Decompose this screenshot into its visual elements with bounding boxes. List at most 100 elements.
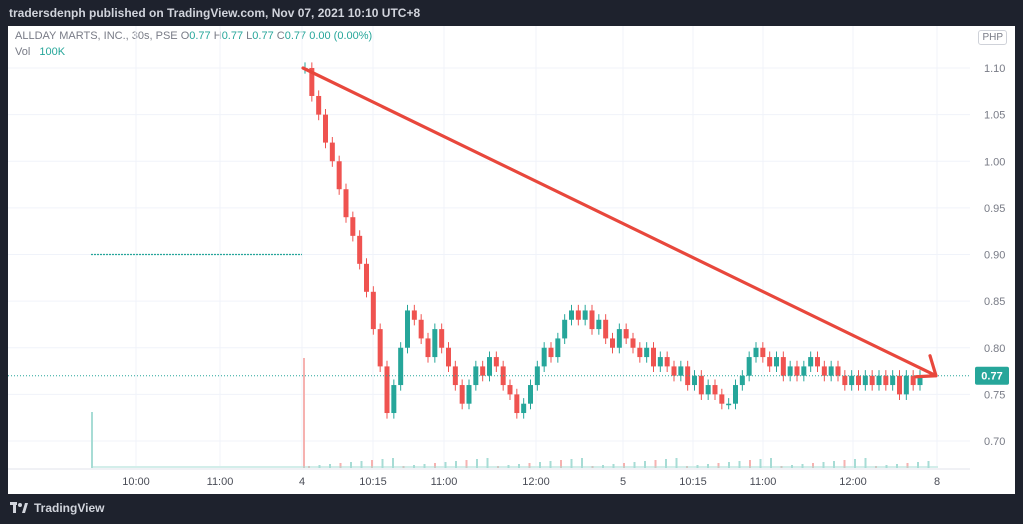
volume-bar — [738, 461, 741, 468]
ohlc-legend: ALLDAY MARTS, INC., 30s, PSE O0.77 H0.77… — [15, 30, 372, 42]
candle-body — [562, 319, 568, 339]
candle-body — [507, 385, 513, 395]
candle-body — [712, 385, 718, 395]
published-text: tradersdenph published on TradingView.co… — [9, 6, 421, 20]
candle-body — [446, 347, 451, 367]
volume-bar — [801, 464, 804, 468]
candle-body — [343, 189, 349, 218]
volume-bar — [528, 463, 531, 468]
candle-body — [377, 329, 383, 367]
candle-body — [528, 385, 533, 404]
volume-bar — [759, 459, 762, 468]
open-value: 0.77 — [189, 30, 211, 42]
grid — [8, 26, 970, 466]
volume-bar — [917, 462, 919, 468]
volume-bar — [392, 458, 394, 468]
overlays — [8, 66, 970, 379]
volume-bar — [665, 459, 667, 468]
volume-bar — [728, 462, 730, 468]
candle-body — [719, 394, 725, 404]
candle-body — [370, 291, 376, 330]
volume-bar — [633, 462, 636, 468]
candle-body — [616, 329, 622, 348]
candle-body — [808, 357, 814, 367]
y-tick-label: 0.75 — [984, 389, 1005, 401]
currency-badge[interactable]: PHP — [978, 30, 1007, 45]
candle-body — [876, 375, 882, 386]
candle-body — [466, 385, 472, 404]
volume-bar — [707, 464, 709, 468]
trend-arrow-head[interactable] — [914, 354, 938, 379]
candle-body — [610, 338, 615, 348]
candle-body — [309, 68, 315, 96]
candle-body — [329, 142, 335, 162]
candle-body — [644, 347, 650, 358]
candle-body — [760, 347, 766, 358]
x-tick-label: 12:00 — [839, 476, 867, 488]
candle-body — [473, 366, 479, 386]
volume-bar — [518, 464, 520, 468]
candle-body — [582, 310, 588, 320]
candle-body — [521, 403, 527, 414]
candle-body — [815, 357, 820, 367]
y-tick-label: 0.95 — [984, 203, 1005, 215]
volume-bar — [465, 460, 468, 468]
close-value: 0.77 — [284, 30, 307, 42]
volume-bars — [91, 358, 938, 468]
volume-bar — [896, 464, 898, 468]
volume-bar — [612, 464, 615, 468]
candle-body — [432, 329, 438, 358]
trend-arrow-line[interactable] — [301, 66, 938, 378]
candle-body — [869, 375, 875, 386]
volume-bar — [444, 462, 447, 468]
candle-body — [493, 357, 499, 367]
candle-body — [726, 403, 732, 406]
candle-body — [364, 263, 369, 292]
x-tick-label: 10:00 — [122, 476, 150, 488]
candle-body — [637, 347, 643, 358]
candle-body — [903, 375, 909, 395]
candle-body — [411, 310, 417, 320]
candle-body — [398, 347, 404, 386]
tradingview-brand[interactable]: TradingView — [10, 501, 104, 515]
price-chart[interactable]: 1.10 1.05 1.00 0.95 0.90 0.85 0.80 0.75 0.70 10:0… — [8, 26, 1015, 494]
volume-bar — [339, 463, 342, 468]
candle-body — [630, 338, 636, 348]
volume-bar — [434, 463, 436, 468]
x-tick-label: 11:00 — [207, 476, 234, 488]
candle-body — [657, 357, 663, 367]
candle-body — [548, 347, 554, 358]
candle-body — [767, 357, 773, 367]
candle-body — [534, 366, 540, 386]
candle-body — [698, 375, 704, 395]
volume-bar — [560, 460, 562, 468]
candle-body — [541, 347, 547, 367]
y-tick-label: 1.00 — [984, 156, 1005, 168]
candle-body — [692, 375, 697, 386]
volume-bar — [644, 461, 646, 468]
candle-body — [746, 357, 752, 376]
low-label: L — [246, 30, 253, 42]
change-value: 0.00 (0.00%) — [309, 30, 373, 42]
chart-panel[interactable]: ALLDAY MARTS, INC., 30s, PSE O0.77 H0.77… — [8, 26, 1015, 494]
candle-body — [623, 329, 629, 339]
candle-body — [910, 375, 916, 386]
open-label: O — [180, 30, 190, 42]
volume-bar — [675, 458, 678, 468]
candle-body — [569, 310, 574, 320]
candle-body — [739, 375, 745, 386]
volume-bar — [371, 460, 373, 468]
candle-body — [514, 394, 520, 414]
footer: TradingView — [0, 494, 1023, 524]
x-tick-label: 5 — [620, 476, 626, 488]
candle-body — [780, 357, 786, 376]
symbol-info[interactable]: ALLDAY MARTS, INC., 30s, PSE — [15, 30, 178, 42]
low-value: 0.77 — [252, 30, 274, 42]
volume-bar — [329, 464, 331, 468]
y-tick-label: 0.90 — [984, 250, 1005, 262]
volume-bar — [864, 458, 867, 468]
publish-header: tradersdenph published on TradingView.co… — [0, 0, 1023, 26]
last-price-badge — [975, 366, 1009, 385]
candle-body — [733, 385, 738, 404]
candles — [302, 62, 923, 419]
